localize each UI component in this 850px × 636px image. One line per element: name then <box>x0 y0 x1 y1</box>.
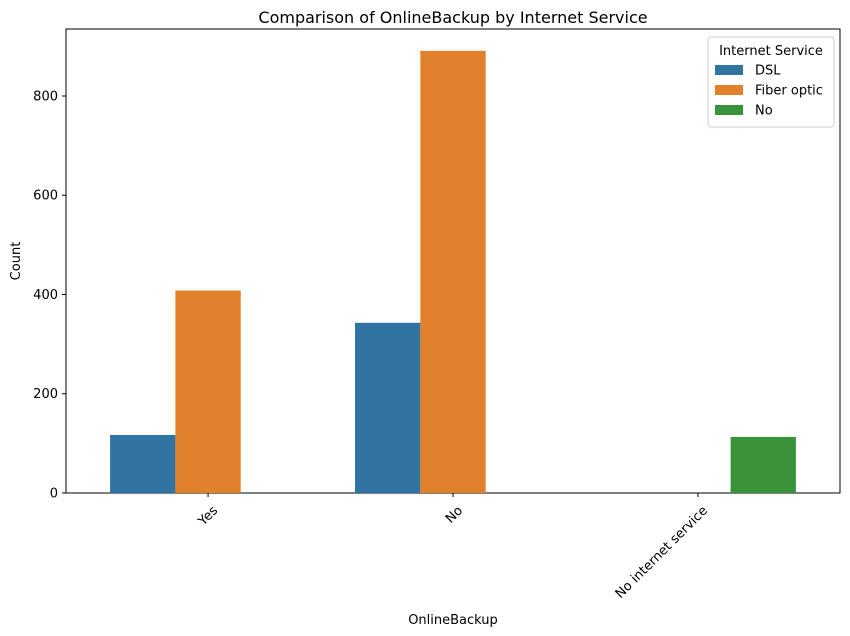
x-tick-label: Yes <box>195 503 221 529</box>
y-tick-label: 200 <box>33 387 58 402</box>
bar-no-no-internet-service <box>730 436 796 493</box>
legend-swatch-no <box>715 105 743 115</box>
y-axis: 0 200 400 600 800 <box>33 89 66 502</box>
legend-label-no: No <box>755 104 773 119</box>
bar-fiber-optic-yes <box>175 290 241 493</box>
bar-dsl-no <box>355 322 421 493</box>
y-tick-label: 600 <box>33 189 58 204</box>
y-tick-label: 400 <box>33 288 58 303</box>
bar-dsl-yes <box>110 434 176 493</box>
legend: Internet Service DSL Fiber optic No <box>707 36 835 128</box>
x-tick-label: No <box>443 503 466 526</box>
y-tick-label: 800 <box>33 89 58 104</box>
plot-area <box>65 28 841 494</box>
bars-group <box>110 50 796 493</box>
y-tick-label: 0 <box>50 487 58 502</box>
chart-title: Comparison of OnlineBackup by Internet S… <box>258 8 647 27</box>
legend-title: Internet Service <box>719 44 823 59</box>
legend-label-fiber-optic: Fiber optic <box>755 84 823 99</box>
x-axis-label: OnlineBackup <box>408 613 498 628</box>
legend-box <box>707 36 835 128</box>
x-tick-label: No internet service <box>613 503 711 601</box>
y-axis-label: Count <box>9 242 24 281</box>
legend-swatch-fiber-optic <box>715 85 743 95</box>
bar-fiber-optic-no <box>420 50 486 493</box>
x-axis: Yes No No internet service <box>195 493 711 602</box>
legend-swatch-dsl <box>715 65 743 75</box>
legend-label-dsl: DSL <box>755 64 781 79</box>
legend-items: DSL Fiber optic No <box>715 64 823 119</box>
